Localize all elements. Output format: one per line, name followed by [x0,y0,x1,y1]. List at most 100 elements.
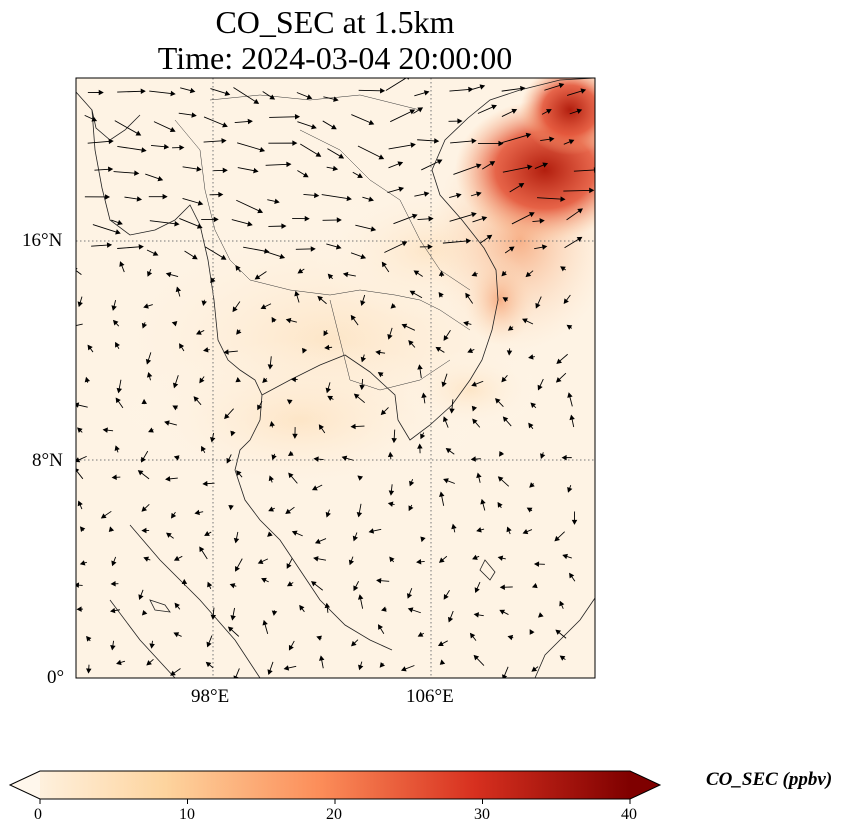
borders [174,94,471,391]
wind-arrow-head [408,340,414,346]
wind-arrow-head [522,318,528,324]
wind-arrow-head [181,578,188,585]
wind-arrow-head [533,561,540,567]
wind-arrow-head [302,347,308,354]
wind-arrow-head [134,170,140,176]
wind-arrow-head [472,554,478,560]
wind-arrow-head [230,615,236,621]
wind-arrow-head [274,198,280,205]
wind-arrow-head [199,546,205,553]
wind-arrow-head [411,213,418,219]
wind-arrow-head [528,422,534,429]
wind-arrow-head [342,271,349,278]
wind-arrow-head [569,414,575,421]
wind-arrow-head [476,191,482,197]
wind-arrow-head [502,416,509,423]
wind-arrow-head [70,324,74,328]
wind-arrow-head [114,445,120,452]
colorbar-tick-40: 40 [621,806,637,823]
wind-arrow-head [191,112,197,118]
wind-arrow-head [210,277,216,284]
wind-arrow [442,240,471,244]
wind-arrow-head [145,358,152,365]
wind-arrow-head [207,581,213,588]
wind-arrow-head [196,329,202,335]
wind-arrow-head [267,531,273,537]
wind-arrow-head [527,164,533,170]
wind-arrow-head [111,560,117,567]
wind-arrow-head [213,216,219,223]
wind-arrow-head [286,581,293,587]
wind-arrow-head [230,430,236,437]
wind-arrow-head [331,124,337,130]
wind-arrow-head [163,143,170,150]
map-frame [75,77,596,679]
wind-arrow-head [210,614,217,620]
wind-arrow-head [137,470,144,476]
wind-arrow-head [560,266,566,272]
wind-arrow-head [138,244,144,250]
wind-arrow-head [148,427,154,433]
wind-arrow-head [222,122,228,128]
wind-arrow [113,171,139,174]
wind-arrow-head [236,329,242,335]
wind-arrow-head [539,218,545,224]
wind-arrow-head [499,584,505,590]
wind-arrow-head [143,556,150,562]
wind-arrow [269,116,300,118]
wind-arrow-head [115,341,120,348]
wind-arrow-head [577,208,583,214]
wind-arrow-head [417,443,423,449]
wind-arrow-head [360,356,366,363]
wind-arrow-head [157,175,164,182]
wind-arrow-head [325,511,331,518]
wind-arrow-head [77,427,83,433]
gridlines [76,78,595,678]
wind-arrow [76,469,84,480]
wind-arrow-head [179,343,185,349]
wind-arrow-head [110,645,116,651]
wind-arrow-head [196,223,203,229]
wind-arrow-head [423,90,430,96]
wind-arrow-head [491,104,497,110]
wind-arrow-head [171,321,178,327]
wind-arrow-head [568,139,575,145]
wind-arrow-head [377,372,384,378]
wind-arrow-head [294,114,301,120]
wind-arrow-head [311,123,317,130]
wind-arrow-head [443,593,449,600]
wind-arrow-head [109,607,116,614]
wind-arrow-head [555,377,562,383]
wind-arrow [117,145,146,152]
wind-arrow-head [235,376,241,383]
wind-arrow-head [106,242,113,248]
wind-arrow-head [141,398,147,405]
wind-arrow-head [560,196,566,202]
wind-arrow-head [506,350,513,356]
wind-arrow-head [468,86,474,93]
wind-arrow-head [562,553,568,560]
wind-arrow-head [530,402,536,408]
wind-arrow-head [381,261,387,268]
wind-arrow [233,87,259,104]
wind-arrow-head [327,273,334,280]
wind-arrow-head [76,402,80,408]
wind-arrow-head [236,470,242,476]
wind-arrow-head [356,511,363,518]
wind-arrow-head [438,557,445,563]
wind-arrow [511,212,535,225]
wind-arrow-head [410,142,416,148]
wind-arrow [236,199,263,213]
wind-arrow-head [77,500,83,507]
wind-arrow-head [473,654,480,661]
wind-arrow-head [563,298,569,305]
wind-arrow-head [499,609,506,615]
wind-arrow-head [525,132,532,139]
wind-arrow-head [449,408,455,414]
map-subtitle-time: Time: 2024-03-04 20:00:00 [157,40,513,76]
wind-arrow-head [288,644,294,651]
wind-arrow-head [281,223,287,229]
wind-arrow-head [194,509,200,516]
wind-arrow [563,189,594,192]
wind-arrow-head [559,655,566,661]
